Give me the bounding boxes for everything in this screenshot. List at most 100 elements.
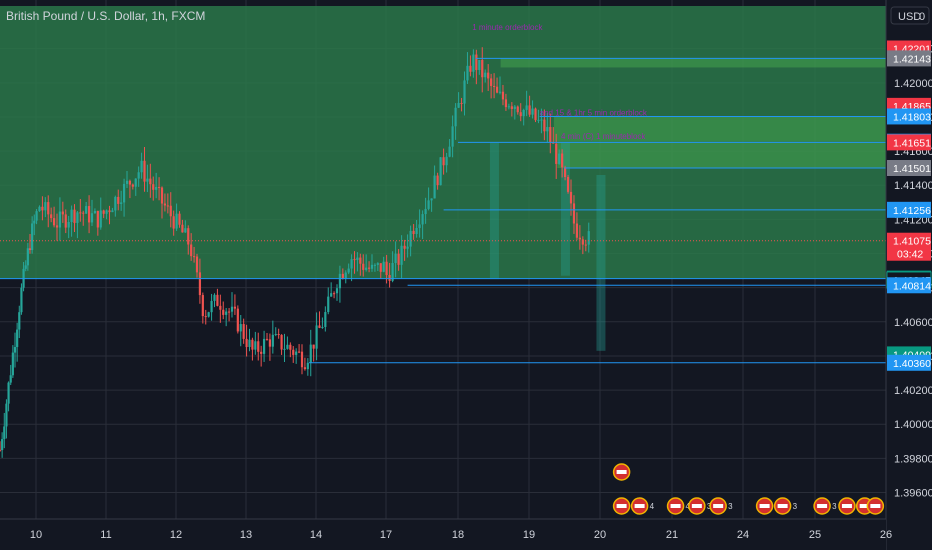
candle-body (111, 210, 114, 213)
candle-body (222, 309, 225, 315)
price-tag (887, 160, 931, 177)
candle-body (260, 351, 263, 354)
candle-body (31, 223, 34, 251)
candle-body (549, 127, 552, 143)
event-badge[interactable]: 4 (666, 497, 691, 515)
candle-body (519, 112, 522, 117)
candle-body (421, 214, 424, 225)
candle-body (33, 220, 36, 224)
candle-body (463, 80, 466, 104)
candle-body (385, 261, 388, 275)
event-badge[interactable]: 3 (709, 497, 733, 515)
currency-label[interactable]: USD (898, 11, 921, 23)
candle-body (16, 329, 19, 348)
flag-stripe (616, 470, 627, 474)
candle-body (134, 178, 137, 187)
candle-body (152, 184, 155, 190)
candle-body (175, 213, 178, 229)
time-tick: 26 (880, 529, 892, 541)
candle-body (257, 341, 260, 352)
candle-body (38, 206, 41, 212)
price-tick: 1.42000 (894, 78, 932, 90)
time-tick: 24 (737, 529, 749, 541)
candle-body (563, 167, 567, 178)
candle-body (466, 65, 469, 81)
candle-body (146, 178, 149, 182)
candle-body (143, 160, 146, 182)
candle-body (347, 268, 350, 273)
candle-body (274, 333, 277, 335)
currency-mode[interactable]: 0 (919, 11, 925, 23)
candle-body (181, 224, 184, 233)
economic-events[interactable]: 33344331133348 (612, 463, 891, 515)
event-badge[interactable] (612, 463, 631, 481)
candle-body (430, 198, 433, 201)
candle-body (338, 273, 342, 289)
currency-box (890, 6, 930, 25)
candle-body (242, 324, 245, 339)
candle-body (289, 344, 292, 350)
candle-body (248, 339, 251, 347)
flag-stripe (759, 504, 770, 508)
candle-body (543, 119, 546, 132)
annotation-label: and 15 & 1hr 5 min orderblock (540, 108, 648, 117)
price-tag-label: 1.42143 (893, 53, 931, 65)
candle-body (149, 178, 152, 185)
candle-body (318, 325, 321, 328)
time-axis[interactable]: 10 11 12 13 14 17 18 19 20 21 24 25 26 (0, 518, 892, 550)
price-tick: 1.40200 (894, 385, 932, 397)
candle-body (472, 54, 475, 72)
candle-body (578, 237, 581, 240)
candle-body (335, 288, 339, 294)
candle-body (490, 78, 493, 86)
candle-body (498, 91, 502, 93)
candle-body (131, 184, 134, 187)
event-badge[interactable]: 3 (813, 497, 837, 515)
candle-body (254, 341, 257, 350)
candle-body (487, 72, 490, 79)
event-badge[interactable]: 3 (773, 497, 798, 515)
candle-body (555, 143, 558, 164)
candle-body (114, 196, 117, 211)
candle-body (439, 157, 442, 186)
time-tick: 13 (240, 529, 252, 541)
candle-body (495, 86, 499, 93)
flag-stripe (634, 504, 645, 508)
candle-body (436, 175, 439, 186)
candle-body (192, 256, 196, 258)
candle-body (525, 105, 528, 110)
candle-body (382, 261, 385, 272)
candle-body (418, 224, 421, 228)
candle-body (87, 206, 91, 223)
candle-body (391, 262, 394, 281)
event-badge[interactable]: 3 (688, 497, 712, 515)
candle-body (312, 344, 315, 349)
candle-body (412, 230, 415, 235)
candle-body (207, 312, 210, 317)
projection-bar (560, 142, 570, 276)
candle-body (566, 177, 570, 192)
price-tag (887, 50, 931, 67)
time-tick: 14 (310, 529, 322, 541)
flag-stripe (870, 504, 881, 508)
candle-body (268, 339, 272, 347)
horizontal-levels[interactable] (0, 57, 886, 364)
candle-body (540, 119, 543, 121)
annotations: 1 minute orderblock and 15 & 1hr 5 min or… (472, 23, 648, 141)
time-tick: 25 (809, 529, 821, 541)
candle-body (507, 106, 510, 108)
event-badge[interactable]: 4 (630, 497, 655, 515)
candle-body (187, 228, 190, 245)
candle-body (481, 59, 484, 78)
candle-body (52, 218, 56, 226)
candle-body (516, 106, 519, 113)
candle-body (216, 294, 219, 306)
candle-body (558, 153, 561, 164)
orderblock-zone (553, 116, 886, 142)
price-axis[interactable]: 1.422001.420001.418001.416001.414001.412… (885, 0, 932, 550)
candle-body (265, 338, 269, 340)
candle-body (451, 126, 454, 147)
candle-body (41, 206, 44, 211)
